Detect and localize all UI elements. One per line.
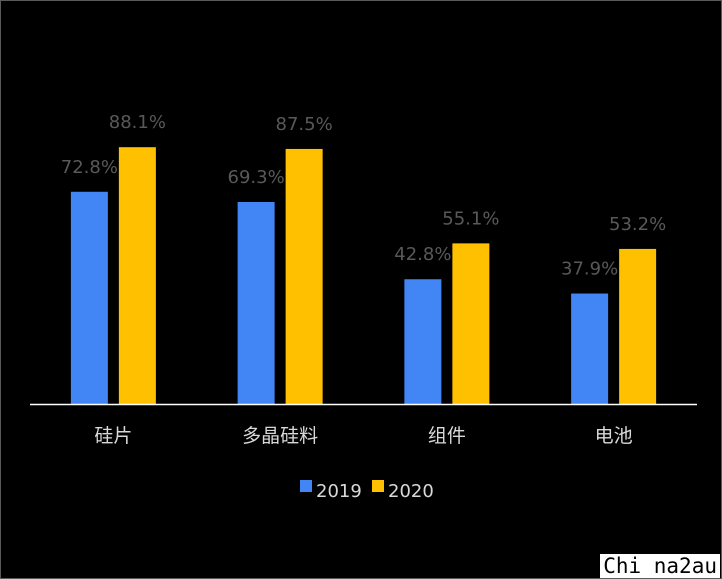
data-label-2020-0: 88.1% xyxy=(109,112,166,133)
data-label-2019-2: 42.8% xyxy=(394,244,451,265)
legend-label-2020: 2020 xyxy=(388,481,434,502)
bar-2019-0 xyxy=(70,191,108,404)
category-label-1: 多晶硅料 xyxy=(242,425,318,447)
bar-2020-3 xyxy=(619,248,657,404)
legend-swatch-2019 xyxy=(300,480,312,492)
bar-2019-2 xyxy=(404,279,442,404)
data-label-2020-1: 87.5% xyxy=(276,114,333,135)
data-label-2019-1: 69.3% xyxy=(228,167,285,188)
category-label-3: 电池 xyxy=(595,425,633,447)
bar-2019-3 xyxy=(571,293,609,404)
bar-2020-0 xyxy=(118,147,156,404)
bar-2020-1 xyxy=(285,148,323,404)
data-label-2020-2: 55.1% xyxy=(442,208,499,229)
bar-2019-1 xyxy=(237,201,275,404)
legend-label-2019: 2019 xyxy=(316,481,362,502)
data-label-2020-3: 53.2% xyxy=(609,214,666,235)
legend-swatch-2020 xyxy=(372,480,384,492)
category-label-2: 组件 xyxy=(428,425,466,447)
bar-2020-2 xyxy=(452,243,490,404)
data-label-2019-3: 37.9% xyxy=(561,259,618,280)
watermark: Chi na2au xyxy=(600,554,720,578)
category-label-0: 硅片 xyxy=(94,425,132,447)
data-label-2019-0: 72.8% xyxy=(61,157,118,178)
